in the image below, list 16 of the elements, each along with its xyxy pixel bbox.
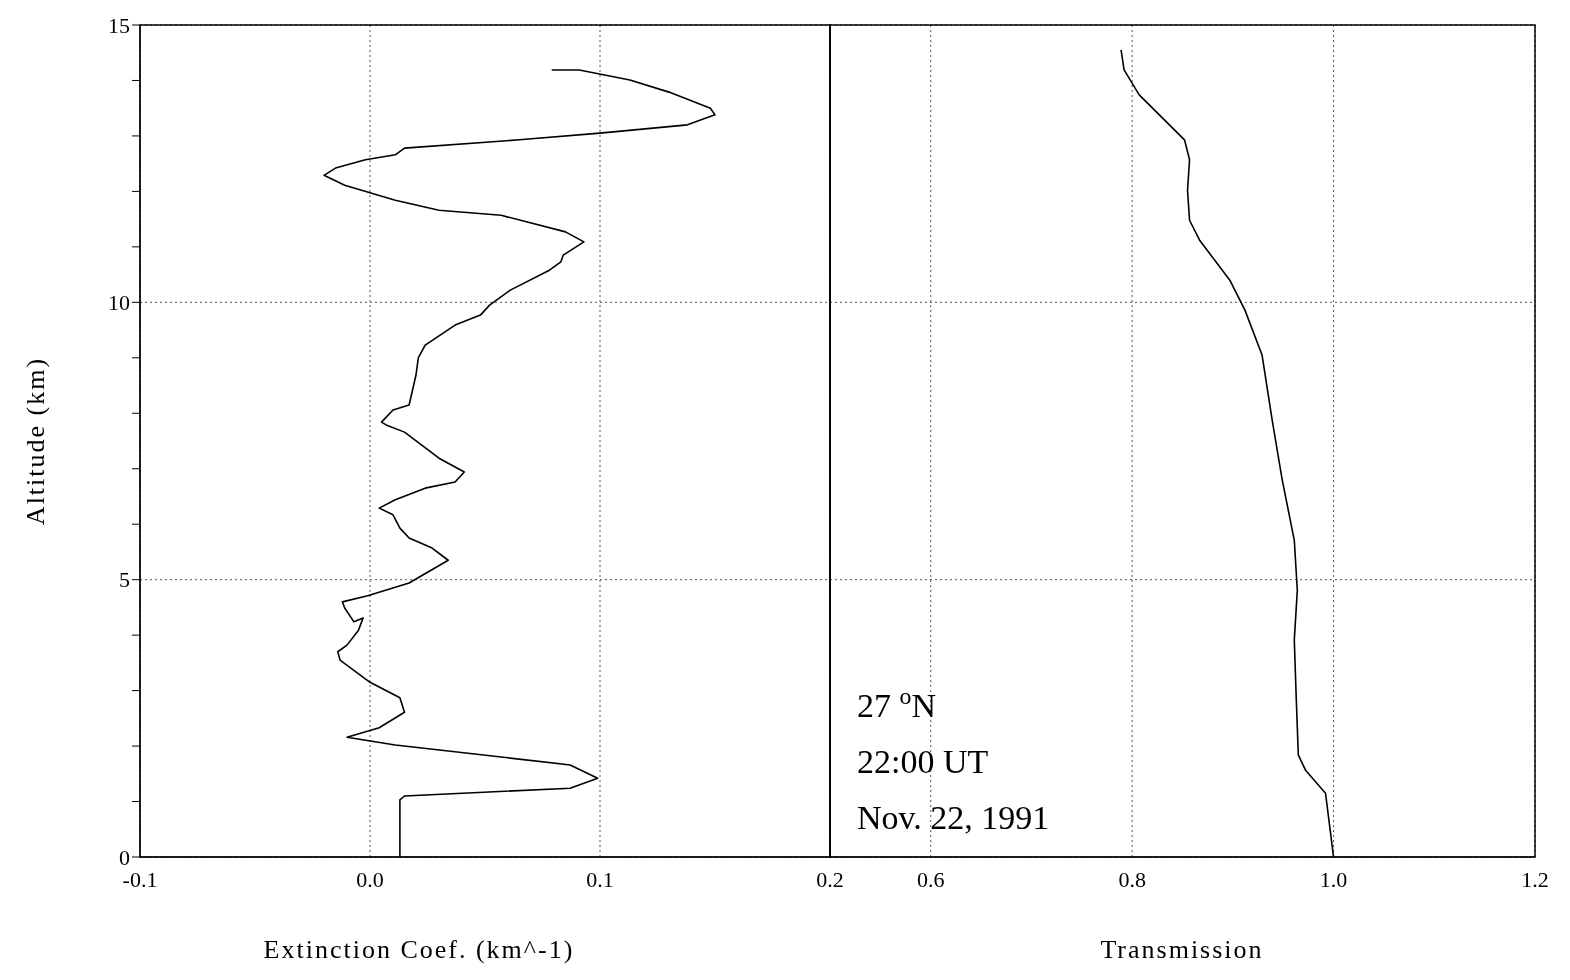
x-tick-label: 0.8 bbox=[1118, 866, 1146, 892]
x-tick-label: 1.0 bbox=[1319, 866, 1348, 892]
y-tick-label: 5 bbox=[119, 567, 130, 593]
x-tick-label: 0.6 bbox=[916, 866, 945, 892]
x-axis-title: Transmission bbox=[1100, 935, 1264, 964]
y-tick-label: 15 bbox=[108, 12, 130, 38]
annotation: 22:00 UT bbox=[857, 743, 989, 780]
y-tick-label: 10 bbox=[108, 290, 130, 316]
x-tick-label: 0.1 bbox=[586, 866, 614, 892]
x-tick-label: 1.2 bbox=[1521, 866, 1549, 892]
annotation: 27 $^{o}$N bbox=[857, 683, 936, 724]
y-axis-title: Altitude (km) bbox=[21, 356, 50, 526]
x-tick-label: 0.0 bbox=[356, 866, 384, 892]
x-tick-label: 0.2 bbox=[816, 866, 844, 892]
x-axis-title: Extinction Coef. (km^-1) bbox=[263, 935, 575, 964]
annotation: Nov. 22, 1991 bbox=[857, 799, 1050, 836]
